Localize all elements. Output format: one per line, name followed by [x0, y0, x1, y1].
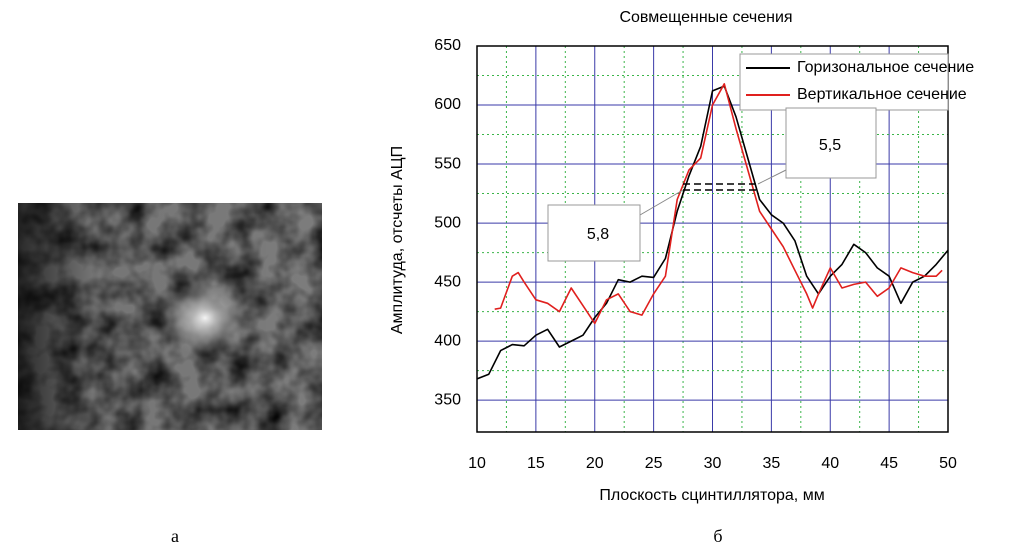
y-tick-label: 650	[434, 37, 461, 54]
x-tick-label: 45	[880, 455, 898, 472]
x-tick-label: 20	[586, 455, 604, 472]
y-tick-label: 400	[434, 332, 461, 349]
y-tick-label: 550	[434, 155, 461, 172]
legend-label: Горизональное сечение	[797, 59, 974, 76]
x-tick-label: 40	[821, 455, 839, 472]
scintillator-image	[18, 203, 322, 430]
plot-area: 10 15 20 25 30 35 40 45 50 350 400 450 500 550 600 650 Г…	[434, 37, 974, 472]
x-tick-label: 25	[645, 455, 663, 472]
y-tick-label: 500	[434, 214, 461, 231]
annotation: 5,5	[819, 137, 841, 154]
panel-label: б	[713, 526, 722, 546]
x-tick-label: 50	[939, 455, 957, 472]
x-tick-label: 15	[527, 455, 545, 472]
x-tick-label: 35	[762, 455, 780, 472]
figure: а б Совмещенные сечения Плоскость сцинти…	[0, 0, 1020, 550]
x-tick-label: 10	[468, 455, 486, 472]
legend: Горизональное сечение Вертикальное сечени…	[740, 54, 974, 110]
x-axis-label: Плоскость сцинтиллятора, мм	[599, 487, 824, 504]
x-tick-label: 30	[704, 455, 722, 472]
annotation: 5,8	[587, 226, 609, 243]
chart-title: Совмещенные сечения	[619, 9, 792, 26]
panel-label: а	[171, 526, 179, 546]
y-axis-label: Амплитуда, отсчеты АЦП	[389, 146, 406, 334]
y-tick-label: 350	[434, 391, 461, 408]
legend-label: Вертикальное сечение	[797, 86, 967, 103]
y-tick-label: 450	[434, 273, 461, 290]
y-tick-label: 600	[434, 96, 461, 113]
page: а б Совмещенные сечения Плоскость сцинти…	[0, 0, 1020, 550]
